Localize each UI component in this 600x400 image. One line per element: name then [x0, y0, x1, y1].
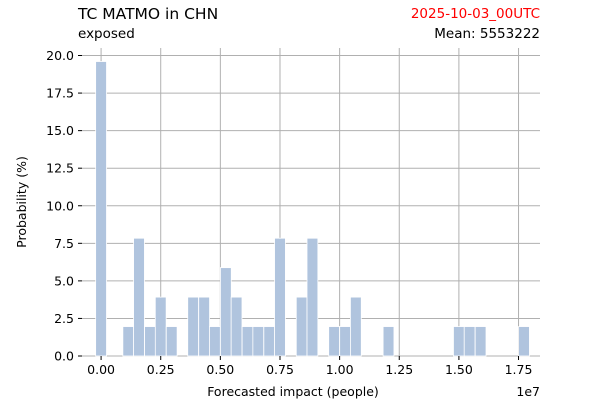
bar-20 [382, 326, 395, 357]
y-tick-label-0: 0.0 [54, 349, 74, 364]
mean-value: Mean: 5553222 [434, 26, 540, 42]
y-tick-label-7: 17.5 [46, 86, 74, 101]
bar-6 [187, 296, 199, 357]
bar-16 [306, 237, 319, 357]
x-tick-label-3: 0.75 [266, 362, 294, 377]
tick-layer: 0.0 2.5 5.0 7.5 10.0 12.5 15.0 17.5 20.0 0.00 0.25… [46, 48, 532, 377]
x-axis-label: Forecasted impact (people) [207, 384, 379, 399]
bar-layer [95, 61, 530, 357]
bar-12 [252, 326, 265, 357]
x-tick-label-5: 1.25 [385, 362, 413, 377]
bar-5 [165, 326, 178, 357]
x-tick-label-6: 1.50 [445, 362, 473, 377]
x-scale-label: 1e7 [516, 384, 540, 399]
x-tick-label-1: 0.25 [147, 362, 175, 377]
bar-14 [274, 237, 286, 357]
y-tick-label-2: 5.0 [54, 273, 74, 288]
bar-24 [518, 326, 530, 357]
chart-title: TC MATMO in CHN [78, 5, 219, 23]
y-tick-label-1: 2.5 [54, 311, 74, 326]
bar-21 [453, 326, 465, 357]
bar-2 [133, 237, 145, 357]
y-tick-label-4: 10.0 [46, 198, 74, 213]
x-tick-label-7: 1.75 [505, 362, 533, 377]
bar-22 [463, 326, 476, 357]
bar-18 [339, 326, 351, 357]
bar-8 [209, 326, 221, 357]
x-tick-label-0: 0.00 [87, 362, 115, 377]
y-axis-label: Probability (%) [14, 156, 29, 248]
bar-17 [328, 326, 340, 357]
chart-subtitle: exposed [78, 26, 135, 42]
y-tick-label-5: 12.5 [46, 161, 74, 176]
bar-4 [154, 296, 167, 357]
bar-3 [144, 326, 156, 357]
bar-19 [350, 296, 362, 357]
y-tick-label-8: 20.0 [46, 48, 74, 63]
bar-10 [230, 296, 243, 357]
bar-1 [122, 326, 135, 357]
bar-15 [295, 296, 308, 357]
bar-0 [95, 61, 107, 357]
bar-13 [263, 326, 276, 357]
bar-9 [220, 267, 232, 357]
y-tick-label-3: 7.5 [54, 236, 74, 251]
x-tick-label-2: 0.50 [206, 362, 234, 377]
y-tick-label-6: 15.0 [46, 123, 74, 138]
x-tick-label-4: 1.00 [326, 362, 354, 377]
forecast-date: 2025-10-03_00UTC [410, 6, 540, 22]
bar-23 [474, 326, 487, 357]
bar-11 [241, 326, 254, 357]
bar-7 [198, 296, 210, 357]
